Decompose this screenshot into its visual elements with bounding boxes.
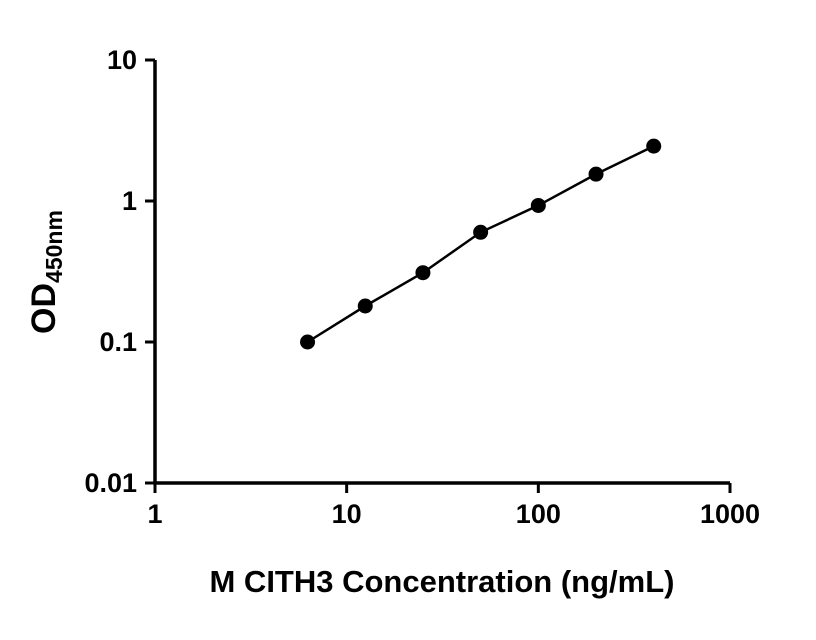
axes bbox=[153, 60, 730, 485]
data-point bbox=[300, 334, 316, 350]
axes-layer: 1 10 100 1000 0.01 0.1 1 10 bbox=[84, 45, 760, 529]
x-tick-label: 100 bbox=[516, 499, 561, 529]
y-axis-title: OD450nm bbox=[25, 210, 67, 334]
data-point bbox=[530, 197, 546, 213]
x-tick-label: 10 bbox=[332, 499, 362, 529]
y-axis-title-subscript: 450nm bbox=[41, 210, 67, 283]
y-axis-title-main: OD bbox=[25, 283, 63, 334]
y-tick-label: 0.01 bbox=[84, 468, 137, 498]
x-tick-label: 1000 bbox=[700, 499, 760, 529]
data-point bbox=[588, 166, 604, 182]
data-point bbox=[415, 265, 431, 281]
data-point bbox=[646, 138, 662, 154]
x-tick-label: 1 bbox=[147, 499, 162, 529]
series-layer bbox=[300, 138, 662, 350]
y-tick-label: 10 bbox=[107, 45, 137, 75]
y-tick-label: 0.1 bbox=[99, 327, 137, 357]
data-point bbox=[357, 298, 373, 314]
x-axis-title: M CITH3 Concentration (ng/mL) bbox=[210, 564, 675, 599]
y-tick-label: 1 bbox=[122, 186, 137, 216]
data-point bbox=[473, 224, 489, 240]
